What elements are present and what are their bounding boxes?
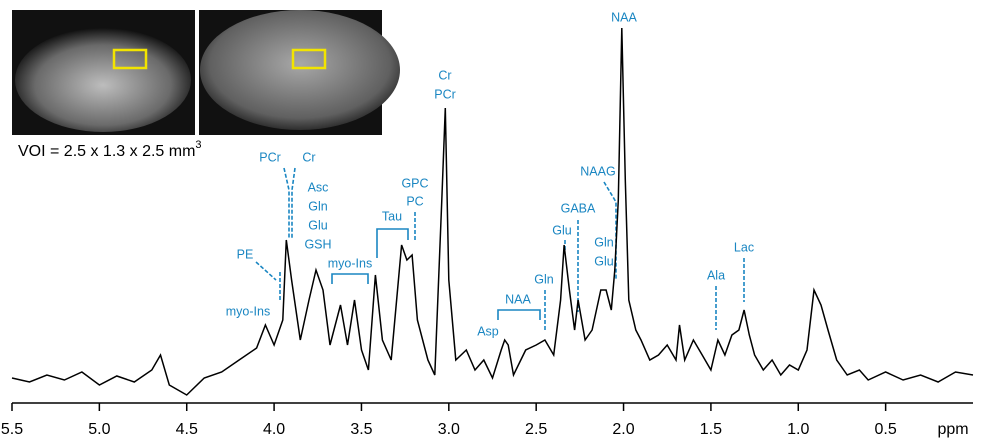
caption-text: VOI = 2.5 x 1.3 x 2.5 mm xyxy=(18,143,195,160)
pe-line xyxy=(255,261,281,300)
x-tick-label: 2.0 xyxy=(612,421,634,438)
peak-label: Glu xyxy=(308,218,328,232)
peak-label: PE xyxy=(237,247,254,261)
x-tick-label: 4.5 xyxy=(176,421,198,438)
peak-label: Cr xyxy=(438,68,451,82)
x-tick-label: 1.5 xyxy=(700,421,722,438)
myo-ins-bracket xyxy=(331,273,369,284)
x-tick-label: 1.0 xyxy=(787,421,809,438)
mri-images xyxy=(12,10,400,135)
naa-bracket xyxy=(497,309,541,320)
peak-label: GSH xyxy=(304,237,331,251)
peak-label: NAA xyxy=(611,10,637,24)
peak-label: Cr xyxy=(302,150,315,164)
peak-label: Tau xyxy=(382,209,402,223)
x-axis-label: ppm xyxy=(937,421,968,438)
pcr-cr-line xyxy=(283,167,296,238)
peak-label: PCr xyxy=(259,150,281,164)
peak-label: Asc xyxy=(308,180,329,194)
x-tick-label: 5.5 xyxy=(1,421,23,438)
peak-label: PC xyxy=(406,194,423,208)
peak-label: Gln xyxy=(534,272,554,286)
caption: VOI = 2.5 x 1.3 x 2.5 mm3 xyxy=(18,139,202,160)
peak-label: PCr xyxy=(434,87,456,101)
voi-box xyxy=(112,48,148,70)
x-tick-label: 4.0 xyxy=(263,421,285,438)
peak-label: GPC xyxy=(401,176,428,190)
peak-label: NAA xyxy=(505,292,531,306)
peak-label: Gln xyxy=(594,235,614,249)
tau-bracket xyxy=(376,228,409,258)
brain-sagittal xyxy=(200,10,400,130)
x-tick-label: 5.0 xyxy=(88,421,110,438)
voi-box xyxy=(291,48,327,70)
x-tick-label: 3.0 xyxy=(438,421,460,438)
spectrum xyxy=(11,27,974,396)
peak-label: Asp xyxy=(477,324,499,338)
annotation-lines xyxy=(255,167,745,332)
peak-label: myo-Ins xyxy=(226,304,270,318)
peak-label: Lac xyxy=(734,240,754,254)
x-tick-label: 0.5 xyxy=(875,421,897,438)
peak-label: myo-Ins xyxy=(328,256,372,270)
peak-label: Gln xyxy=(308,199,328,213)
peak-label: NAAG xyxy=(580,164,615,178)
peak-label: Ala xyxy=(707,268,725,282)
x-tick-label: 2.5 xyxy=(525,421,547,438)
peak-label: GABA xyxy=(561,201,596,215)
brain-coronal xyxy=(15,28,191,132)
caption-superscript: 3 xyxy=(195,139,201,151)
x-tick-label: 3.5 xyxy=(350,421,372,438)
peak-label: Glu xyxy=(594,254,614,268)
peak-label: Glu xyxy=(552,223,572,237)
